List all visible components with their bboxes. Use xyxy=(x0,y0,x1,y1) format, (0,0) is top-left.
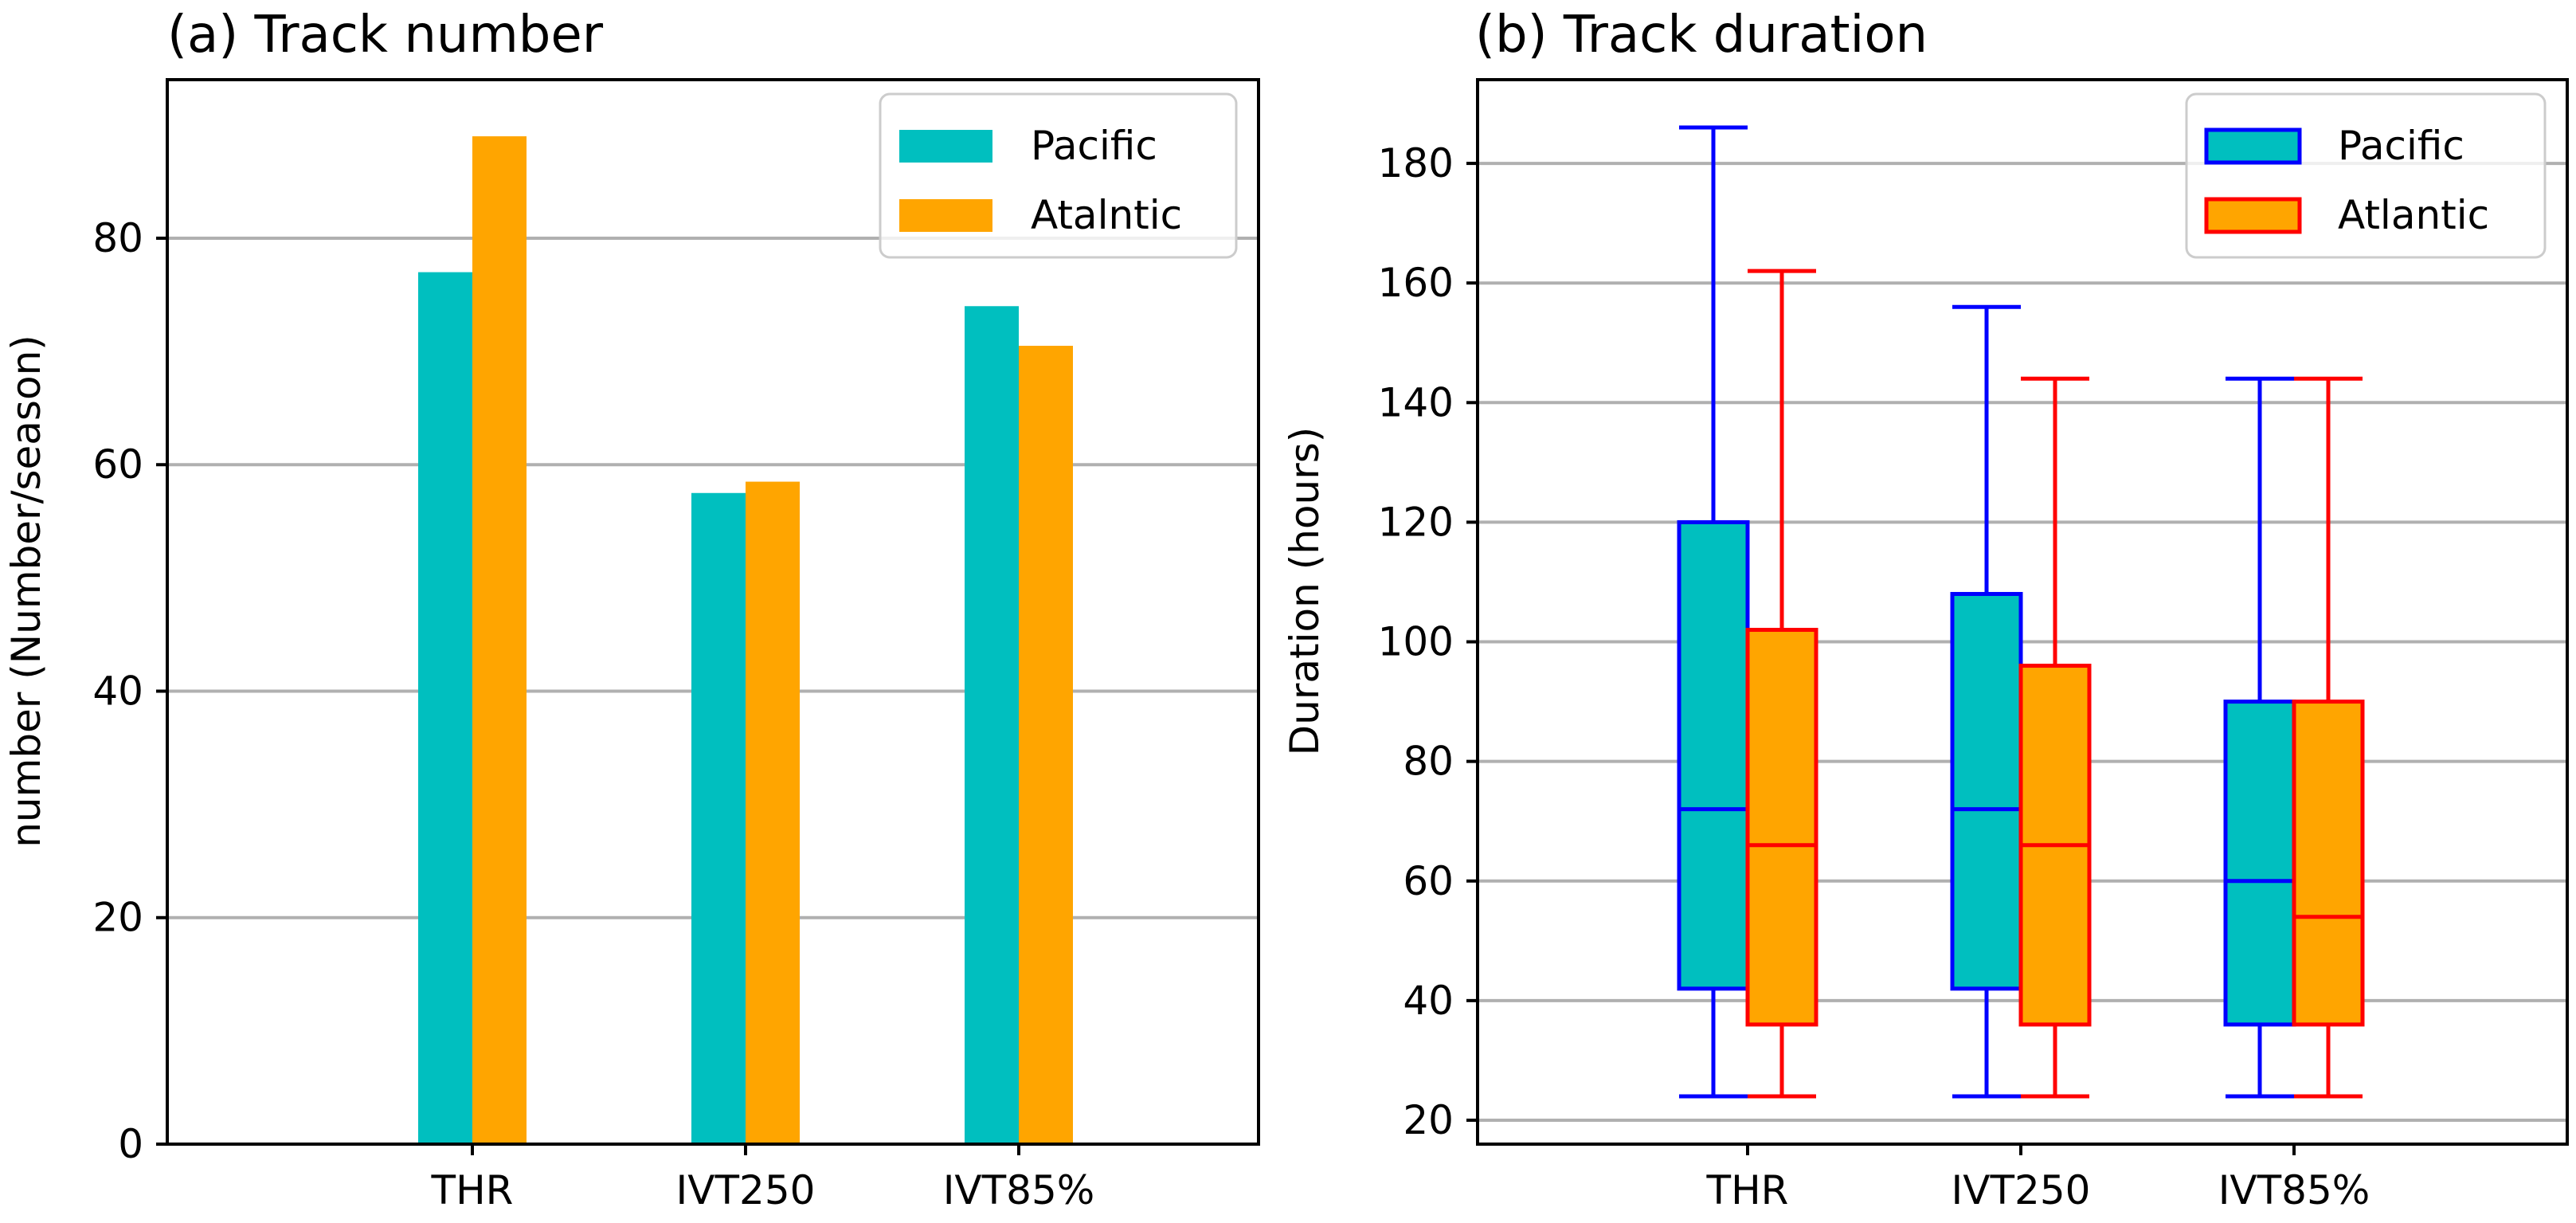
chart-b-x-tick-label: IVT250 xyxy=(1952,1167,2091,1213)
chart-b-boxes xyxy=(1677,125,2365,1099)
chart-b-ticks: 20 40 60 80 100 120 140 160 180 THR IVT250 IVT85% xyxy=(1378,140,2370,1213)
chart-a-legend-swatch-atalntic xyxy=(899,199,992,232)
chart-b-plot-frame xyxy=(1476,78,2569,1146)
chart-b-box-body xyxy=(2223,700,2296,1027)
chart-a-bar-atalntic-ivt250 xyxy=(746,481,800,1144)
chart-b-box-body xyxy=(1950,591,2023,991)
chart-a-y-tick-label: 80 xyxy=(92,215,143,261)
chart-a-plot-frame xyxy=(166,78,1260,1146)
chart-b-y-tick-label: 120 xyxy=(1378,499,1454,545)
chart-b-box-pacific-ivt85 xyxy=(2223,376,2296,1099)
chart-a-y-tick-label: 0 xyxy=(118,1121,143,1167)
chart-a-bars xyxy=(418,136,1073,1144)
chart-b-y-tick-label: 60 xyxy=(1403,858,1454,904)
chart-b-box-pacific-thr xyxy=(1677,125,1750,1099)
chart-a-y-tick-label: 60 xyxy=(92,441,143,488)
chart-a-legend-swatch-pacific xyxy=(899,130,992,163)
chart-a-bar-atalntic-thr xyxy=(472,136,527,1144)
chart-b-y-tick-label: 100 xyxy=(1378,619,1454,665)
chart-a-bar-pacific-ivt85 xyxy=(965,306,1019,1144)
chart-b-y-tick-label: 40 xyxy=(1403,978,1454,1024)
chart-b-y-axis-label: Duration (hours) xyxy=(1282,427,1328,756)
chart-b-legend-label-atlantic: Atlantic xyxy=(2338,192,2489,238)
chart-a-legend-label-atalntic: Atalntic xyxy=(1031,192,1182,238)
chart-a-x-tick-label: IVT85% xyxy=(943,1167,1095,1213)
chart-b-legend-swatch-atlantic xyxy=(2204,197,2302,234)
panel-track-duration: (b) Track duration Duration (hours) 20 40… xyxy=(1282,6,2569,1213)
chart-b-y-tick-label: 160 xyxy=(1378,260,1454,306)
chart-b-box-body xyxy=(1677,519,1750,991)
chart-b-x-tick-label: THR xyxy=(1706,1167,1789,1213)
chart-a-y-tick-label: 20 xyxy=(92,895,143,941)
chart-a-legend-label-pacific: Pacific xyxy=(1031,123,1157,169)
chart-b-legend-label-pacific: Pacific xyxy=(2338,123,2464,169)
chart-b-box-atlantic-ivt85 xyxy=(2292,376,2365,1099)
panel-track-number: (a) Track number number (Number/season) … xyxy=(3,6,1260,1213)
chart-a-x-tick-label: THR xyxy=(431,1167,514,1213)
chart-b-box-body xyxy=(2292,700,2365,1027)
chart-b-box-atlantic-thr xyxy=(1745,269,1818,1099)
chart-b-y-tick-label: 180 xyxy=(1378,140,1454,186)
chart-a-x-tick-label: IVT250 xyxy=(676,1167,816,1213)
chart-b-y-tick-label: 140 xyxy=(1378,379,1454,425)
chart-a-bar-atalntic-ivt85 xyxy=(1019,346,1073,1144)
chart-b-x-tick-label: IVT85% xyxy=(2218,1167,2370,1213)
chart-b-box-pacific-ivt250 xyxy=(1950,304,2023,1099)
chart-b-legend-swatch-pacific xyxy=(2204,127,2302,165)
chart-b-y-tick-label: 80 xyxy=(1403,739,1454,785)
chart-b-title: (b) Track duration xyxy=(1475,6,1928,65)
chart-b-box-body xyxy=(1745,628,1818,1027)
chart-a-y-tick-label: 40 xyxy=(92,668,143,714)
chart-b-legend: Pacific Atlantic xyxy=(2185,92,2547,259)
chart-a-title: (a) Track number xyxy=(167,6,604,65)
chart-a-legend: Pacific Atalntic xyxy=(879,92,1238,259)
chart-a-bar-pacific-ivt250 xyxy=(691,492,746,1144)
chart-a-y-axis-label: number (Number/season) xyxy=(3,335,49,848)
chart-b-y-tick-label: 20 xyxy=(1403,1097,1454,1143)
chart-a-ticks: 0 20 40 60 80 THR IVT250 IVT85% xyxy=(92,215,1094,1213)
chart-a-bar-pacific-thr xyxy=(418,272,472,1144)
chart-b-box-atlantic-ivt250 xyxy=(2018,376,2092,1099)
